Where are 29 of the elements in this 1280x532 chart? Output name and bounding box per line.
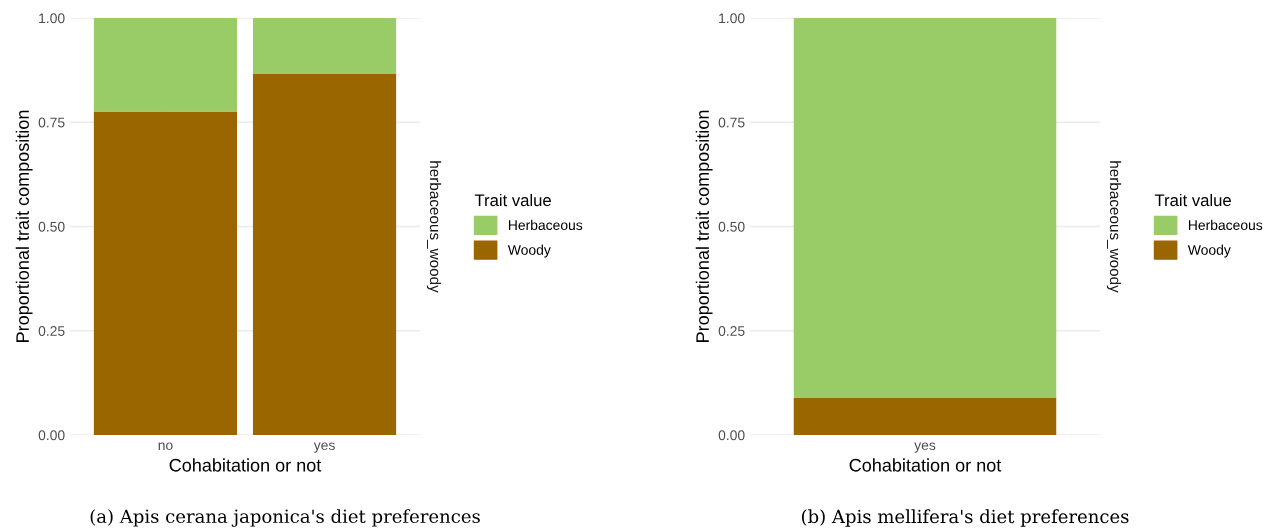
- text: (b) Apis mellifera's diet preferences: [801, 509, 1129, 527]
- y-tick-label: 0.50: [38, 221, 65, 232]
- x-tick-label: yes: [914, 442, 936, 453]
- text: herbaceous_woody: [1106, 161, 1122, 293]
- legend-title: Trait value: [474, 193, 551, 207]
- bar: [252, 18, 397, 74]
- x-tick-label: yes: [313, 442, 335, 453]
- x-axis-title: Cohabitation or not: [169, 458, 322, 472]
- bar: [93, 18, 238, 112]
- y-axis-title: Proportional trait composition: [15, 110, 33, 342]
- legend-label: Herbaceous: [1188, 219, 1263, 231]
- legend-label: Woody: [1187, 244, 1231, 258]
- y-tick-label: 0.25: [38, 326, 65, 336]
- x-axis-title: Cohabitation or not: [849, 458, 1002, 472]
- y-tick-label: 0.25: [718, 326, 745, 336]
- y-tick-label: 0.75: [718, 117, 745, 128]
- text: (a) Apis cerana japonica's diet preferences: [90, 509, 480, 527]
- y-axis-title: Proportional trait composition: [695, 110, 713, 342]
- text: herbaceous_woody: [426, 161, 442, 293]
- legend-label: Herbaceous: [508, 219, 583, 231]
- legend-label: Woody: [507, 244, 551, 258]
- y-tick-label: 0.00: [718, 430, 745, 441]
- y-tick-label: 1.00: [719, 13, 745, 24]
- y-tick-label: 0.75: [38, 117, 65, 128]
- y-tick-label: 0.00: [38, 430, 65, 441]
- y-tick-label: 0.50: [718, 221, 745, 232]
- x-tick-label: no: [158, 442, 173, 451]
- y-tick-label: 1.00: [39, 13, 65, 24]
- legend-title: Trait value: [1154, 193, 1231, 207]
